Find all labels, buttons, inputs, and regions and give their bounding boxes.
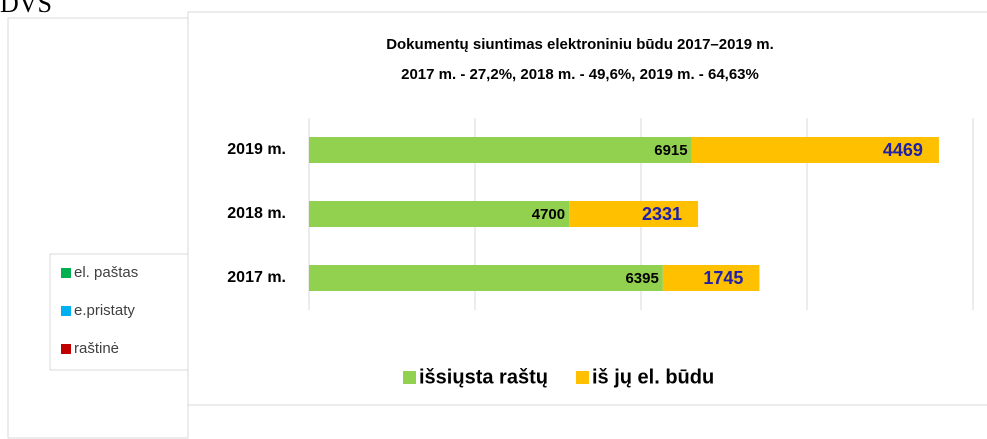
side-legend-box [49, 253, 201, 371]
bar [309, 265, 663, 291]
data-label: 2331 [642, 204, 682, 224]
legend-swatch [61, 306, 71, 316]
legend-label: el. paštas [74, 264, 138, 281]
y-tick-label: 2019 m. [227, 141, 286, 158]
y-tick-label: 2017 m. [227, 269, 286, 286]
bar [569, 201, 699, 227]
legend-label: e.pristaty [74, 302, 135, 319]
legend-swatch [575, 371, 589, 384]
legend-label: iš jų el. būdu [592, 366, 714, 388]
bar [309, 201, 570, 227]
data-label: 6395 [625, 270, 658, 287]
bar [691, 137, 939, 163]
legend-swatch [403, 371, 416, 384]
data-label: 4700 [532, 206, 565, 223]
bar [662, 265, 760, 291]
legend-swatch [61, 344, 71, 354]
chart-subtitle: 2017 m. - 27,2%, 2018 m. - 49,6%, 2019 m… [401, 66, 759, 83]
legend-label: raštinė [74, 340, 119, 357]
legend-swatch [61, 268, 71, 278]
side-panel [7, 17, 189, 439]
data-label: 6915 [654, 142, 687, 159]
chart-title: Dokumentų siuntimas elektroniniu būdu 20… [386, 36, 774, 53]
legend-label: išsiųsta raštų [419, 366, 548, 388]
data-label: 1745 [703, 268, 743, 288]
data-label: 4469 [883, 140, 923, 160]
y-tick-label: 2018 m. [227, 205, 286, 222]
page-title: DVS [0, 0, 52, 18]
bar [309, 137, 692, 163]
